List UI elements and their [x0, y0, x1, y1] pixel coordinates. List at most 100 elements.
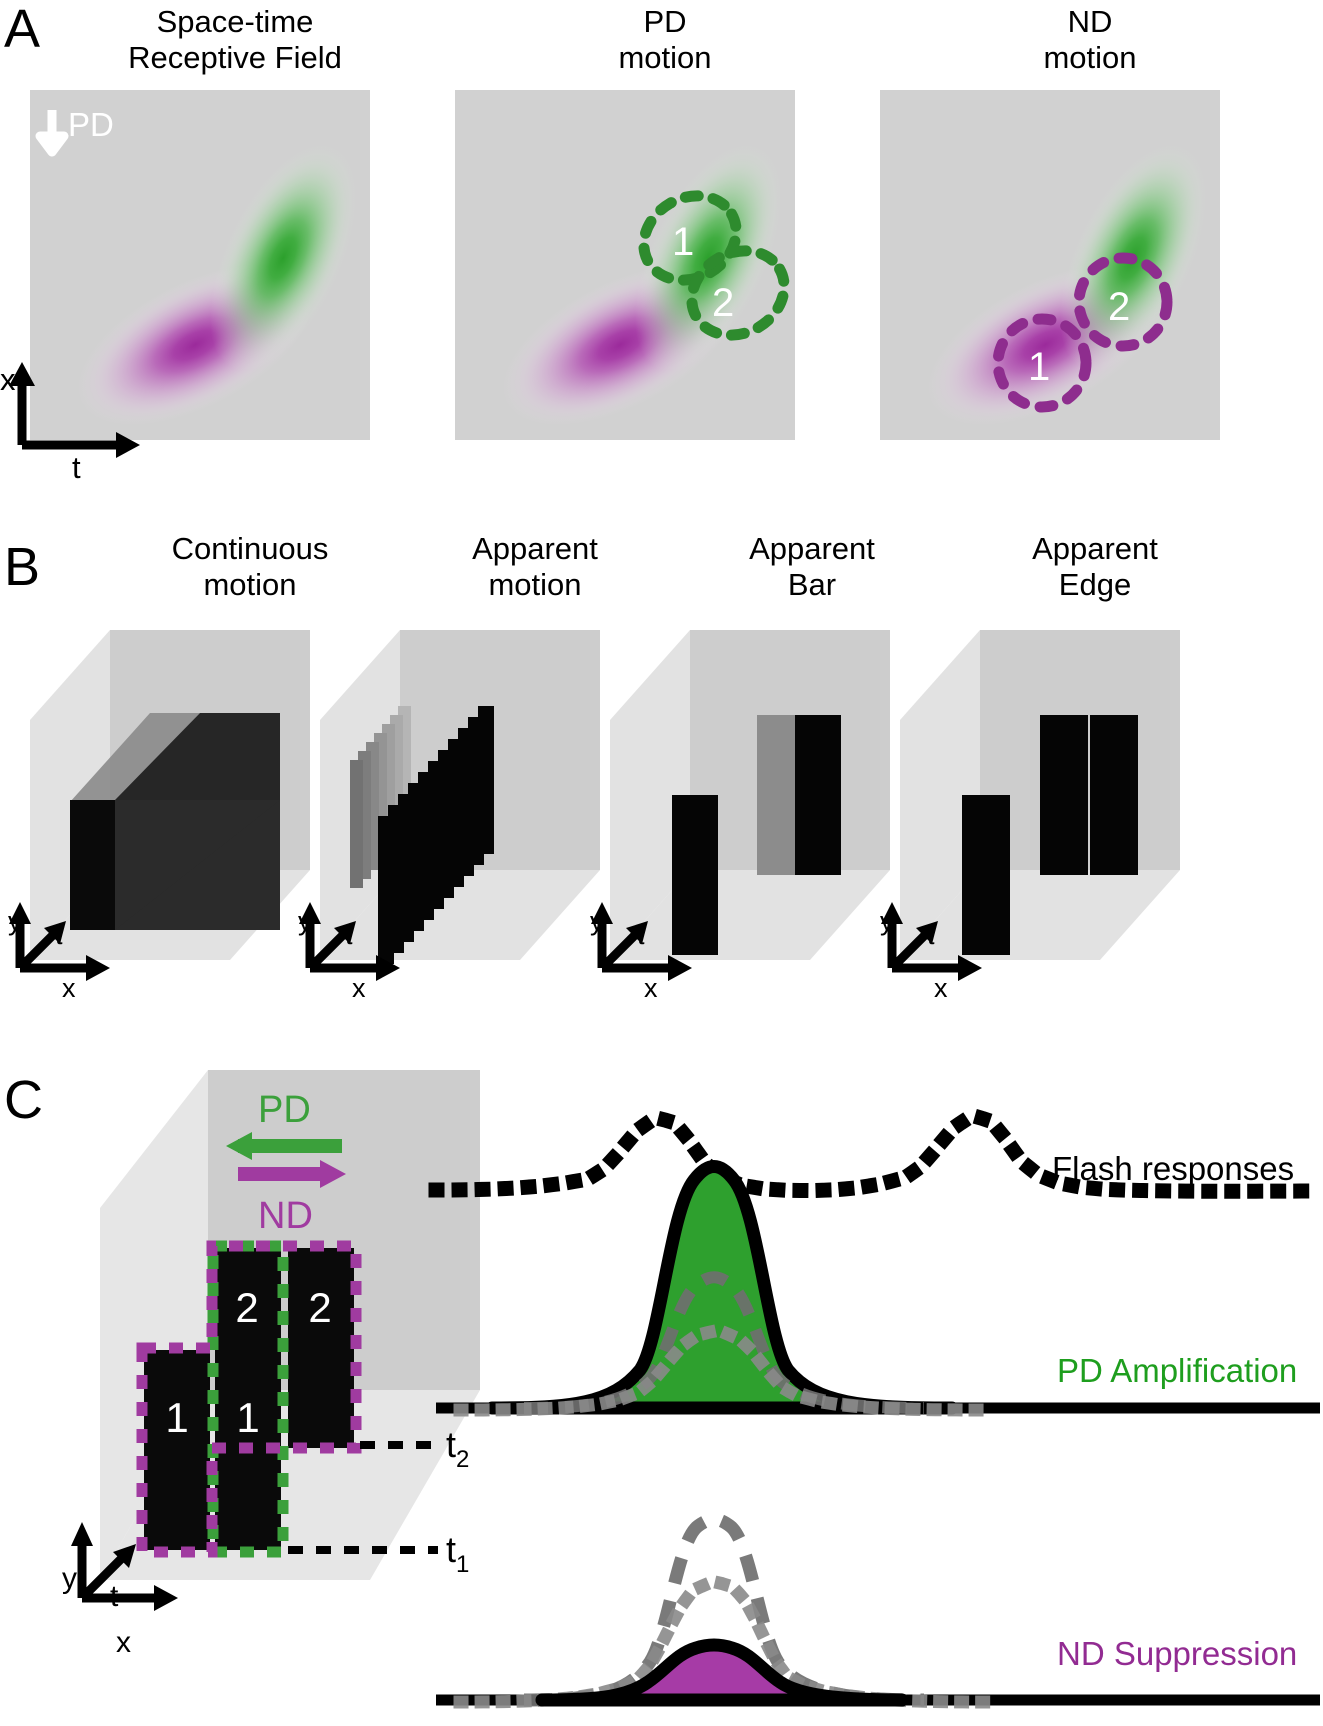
panel-c-stimulus: PD ND 2 2 1 1 t2 t1	[62, 1070, 480, 1659]
panel-a-title-2: ND motion	[930, 4, 1250, 76]
nd-suppression-label: ND Suppression	[1057, 1635, 1297, 1672]
panel-c-response-traces: Flash responses PD Amplification ND Supp…	[428, 1110, 1323, 1709]
axis-label-y: y	[62, 1562, 77, 1595]
title-line-1: Apparent	[472, 531, 598, 566]
title-line-2: Bar	[787, 566, 837, 602]
panel-b-stimuli: y t x	[0, 630, 1180, 1003]
pd-amplification-label: PD Amplification	[1057, 1352, 1297, 1389]
axis-label-x: x	[644, 973, 658, 1003]
bar-left-edge	[70, 800, 115, 930]
bar-frame-1	[672, 795, 718, 955]
edge-frame-1	[962, 795, 1010, 955]
pd-flash-reference-overlay	[453, 1325, 991, 1417]
panel-b-title-0: Continuous motion	[110, 531, 390, 603]
bar-shade	[115, 800, 280, 930]
stimulus-box-apparent-bar: y t x	[590, 630, 890, 1003]
trace-nd-suppression	[436, 1512, 1320, 1709]
title-line-1: ND	[1067, 4, 1113, 39]
pd-marker-ellipse-1	[638, 190, 742, 286]
bar-frame-2	[795, 715, 841, 875]
bar-label-1b: 1	[236, 1394, 259, 1441]
panel-b-title-2: Apparent Bar	[672, 531, 952, 603]
pd-linear-prediction-overlay	[523, 1271, 925, 1414]
panel-c-axis-triad	[71, 1522, 178, 1611]
axis-label-t: t	[72, 450, 81, 485]
bar-label-2a: 2	[235, 1284, 258, 1331]
flash-response-curve	[428, 1110, 1323, 1199]
axis-label-t: t	[55, 920, 63, 950]
t2-label: t2	[446, 1424, 469, 1473]
panel-a-title-1: PD motion	[505, 4, 825, 76]
title-line-1: Space-time	[156, 4, 314, 39]
pd-label: PD	[258, 1089, 311, 1131]
axis-label-x: x	[934, 973, 948, 1003]
pd-marker-label-1: 1	[672, 220, 694, 264]
bar-ghost	[70, 713, 200, 802]
axis-label-t: t	[637, 920, 645, 950]
apparent-motion-frames	[350, 706, 494, 964]
trace-pd-amplification	[436, 1160, 1320, 1417]
rf-blobs-1	[77, 144, 356, 426]
pd-marker-ellipse-2	[686, 245, 790, 341]
green-lobe	[210, 144, 356, 372]
bar-label-2b: 2	[308, 1284, 331, 1331]
title-line-1: Continuous	[171, 531, 329, 566]
panel-letter-b: B	[4, 537, 41, 597]
t1-label: t1	[446, 1529, 469, 1578]
bar-ghost	[757, 715, 797, 875]
title-line-1: Apparent	[1032, 531, 1158, 566]
panel-a-title-0: Space-time Receptive Field	[75, 4, 395, 76]
axis-arrow-up	[9, 362, 35, 386]
title-line-1: Apparent	[749, 531, 875, 566]
edge-frame-2a	[1040, 715, 1088, 875]
title-line-2: Edge	[1058, 566, 1132, 602]
axis-label-y: y	[590, 906, 604, 936]
nd-marker-circle-2	[1073, 252, 1173, 352]
stimulus-box-apparent-motion: y t x	[298, 630, 600, 1003]
panel-b-title-1: Apparent motion	[395, 531, 675, 603]
nd-label: ND	[258, 1195, 313, 1237]
bar-label-1a: 1	[165, 1394, 188, 1441]
green-lobe	[635, 144, 781, 372]
panel-b-title-3: Apparent Edge	[955, 531, 1235, 603]
axis-label-t: t	[927, 920, 935, 950]
box-left-face	[900, 630, 980, 960]
box-left-face	[610, 630, 690, 960]
axis-label-t: t	[345, 920, 353, 950]
panel-a-plots: PD x t 1 2 1 2	[0, 90, 1220, 485]
nd-arrow-icon	[238, 1160, 346, 1188]
axis-arrow-right	[116, 432, 140, 458]
title-line-2: motion	[488, 566, 582, 602]
flash-responses-label: Flash responses	[1052, 1150, 1294, 1187]
axis-label-y: y	[880, 906, 894, 936]
pd-marker-label-2: 2	[712, 281, 734, 325]
nd-suppression-curve	[535, 1638, 909, 1707]
bar-upper-right	[288, 1248, 354, 1416]
bar-lower-left	[144, 1350, 210, 1550]
pd-selection-outline	[207, 1240, 289, 1558]
title-line-2: Receptive Field	[128, 39, 342, 75]
axis-label-x: x	[0, 362, 16, 397]
nd-marker-label-2: 2	[1108, 285, 1130, 329]
axis-label-t: t	[110, 1580, 119, 1613]
nd-marker-circle-1	[992, 313, 1092, 413]
edge-frame-2b	[1090, 715, 1138, 875]
title-line-2: motion	[1043, 39, 1137, 75]
rf-blobs-2	[502, 144, 781, 426]
title-line-1: PD	[643, 4, 687, 39]
title-line-2: motion	[618, 39, 712, 75]
panel-letter-a: A	[4, 0, 41, 59]
axis-label-y: y	[8, 906, 22, 936]
pd-direction-arrow	[35, 110, 69, 157]
panel-letter-c: C	[4, 1070, 43, 1130]
stimulus-box-apparent-edge: y t x	[880, 630, 1180, 1003]
pd-arrow-icon	[226, 1132, 342, 1160]
axis-label-y: y	[298, 906, 312, 936]
nd-selection-outline	[136, 1240, 362, 1558]
axis-label-x: x	[116, 1626, 131, 1659]
axis-label-x: x	[62, 973, 76, 1003]
trace-flash-responses	[428, 1110, 1323, 1199]
stimulus-box-continuous-motion: y t x	[8, 630, 310, 1003]
title-line-2: motion	[203, 566, 297, 602]
